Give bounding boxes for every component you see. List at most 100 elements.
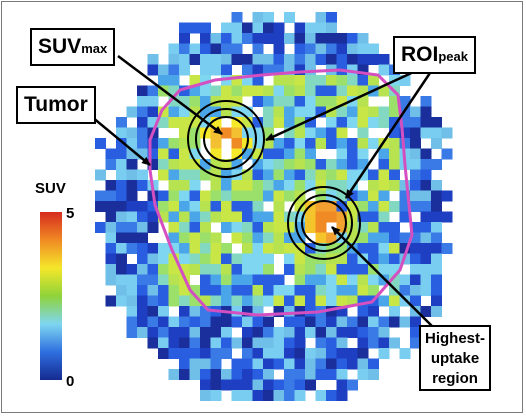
voxel [242,22,253,34]
voxel [147,295,159,307]
voxel [347,180,358,191]
voxel [389,138,400,149]
voxel [158,64,169,76]
voxel [147,211,159,223]
voxel [168,285,180,296]
voxel [389,201,400,212]
voxel [252,12,264,23]
voxel [410,190,421,202]
voxel [431,180,442,191]
voxel [200,201,211,212]
suv-scale-max-label: 5 [66,205,75,222]
voxel [357,96,369,107]
voxel [147,201,159,212]
voxel [189,43,201,55]
voxel [168,201,180,212]
voxel [315,169,327,181]
voxel [231,43,243,55]
voxel [294,274,306,286]
voxel [242,232,253,244]
voxel [284,306,295,317]
label-roi-main: ROI [401,43,439,66]
voxel [221,201,232,212]
voxel [389,159,400,170]
voxel [105,274,117,286]
voxel [441,148,453,160]
voxel [378,316,390,328]
voxel [284,127,295,139]
voxel [168,327,180,338]
voxel [231,54,243,65]
voxel-grid [95,12,453,401]
voxel [431,243,442,254]
voxel [336,33,348,44]
voxel [431,190,442,202]
voxel [378,327,390,338]
voxel [410,306,421,317]
voxel [347,148,358,160]
voxel [252,159,264,170]
voxel [420,232,432,244]
voxel [389,337,400,349]
voxel [168,75,180,86]
voxel [273,43,285,55]
voxel [179,211,190,223]
voxel [305,127,316,139]
voxel [389,169,400,181]
voxel [189,148,201,160]
voxel [315,127,327,139]
voxel [189,106,201,118]
voxel [305,85,316,97]
voxel [158,243,169,254]
voxel [284,12,295,23]
voxel [389,264,400,275]
voxel [210,33,222,44]
voxel [389,306,400,317]
voxel [326,201,337,212]
voxel [378,159,390,170]
voxel [179,369,190,380]
voxel [326,327,337,338]
voxel [368,75,379,86]
voxel [252,33,264,44]
voxel [231,96,243,107]
voxel [368,327,379,338]
voxel [231,12,243,23]
voxel [221,264,232,275]
voxel [315,180,327,191]
voxel [347,232,358,244]
voxel [179,316,190,328]
voxel [389,253,400,265]
voxel [221,316,232,328]
voxel [399,96,411,107]
voxel [305,148,316,160]
voxel [263,117,274,128]
voxel [147,253,159,265]
voxel [294,117,306,128]
voxel [137,211,148,223]
voxel [252,169,264,181]
voxel [315,75,327,86]
voxel [252,96,264,107]
voxel [284,222,295,233]
voxel [389,243,400,254]
voxel [210,274,222,286]
voxel [315,274,327,286]
voxel [189,96,201,107]
voxel [326,264,337,275]
voxel [263,264,274,275]
voxel [347,253,358,265]
voxel [420,274,432,286]
voxel [179,148,190,160]
voxel [357,138,369,149]
voxel [137,295,148,307]
voxel [420,190,432,202]
voxel [273,96,285,107]
voxel [305,169,316,181]
voxel [326,33,337,44]
voxel [200,96,211,107]
voxel [284,106,295,118]
voxel [179,85,190,97]
voxel [168,159,180,170]
voxel [431,264,442,275]
